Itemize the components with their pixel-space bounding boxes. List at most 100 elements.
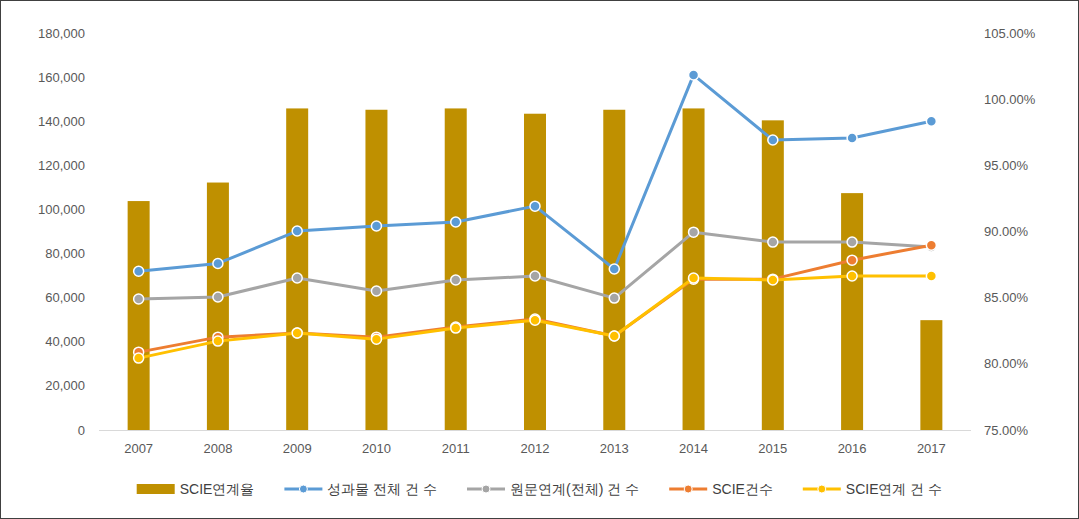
y2-tick-label: 75.00% xyxy=(984,423,1029,438)
marker xyxy=(609,264,619,274)
bar xyxy=(128,201,150,430)
legend-label: 성과물 전체 건 수 xyxy=(327,481,437,497)
marker xyxy=(371,221,381,231)
marker xyxy=(530,201,540,211)
bar xyxy=(841,193,863,430)
legend-label: SCIE연계율 xyxy=(180,481,255,497)
legend-swatch xyxy=(137,484,175,494)
legend-marker xyxy=(684,485,692,493)
legend-label: SCIE건수 xyxy=(712,481,773,497)
y2-tick-label: 85.00% xyxy=(984,290,1029,305)
marker xyxy=(768,237,778,247)
legend-marker xyxy=(299,485,307,493)
marker xyxy=(213,258,223,268)
y-tick-label: 140,000 xyxy=(38,114,85,129)
marker xyxy=(847,271,857,281)
y2-tick-label: 105.00% xyxy=(984,26,1036,41)
marker xyxy=(609,331,619,341)
marker xyxy=(689,70,699,80)
marker xyxy=(530,315,540,325)
marker xyxy=(689,227,699,237)
marker xyxy=(292,273,302,283)
y-tick-label: 160,000 xyxy=(38,70,85,85)
y2-tick-label: 95.00% xyxy=(984,158,1029,173)
y2-tick-label: 80.00% xyxy=(984,356,1029,371)
x-axis-line xyxy=(99,430,971,431)
y-tick-label: 120,000 xyxy=(38,158,85,173)
bar xyxy=(603,110,625,430)
y-tick-label: 80,000 xyxy=(45,246,85,261)
legend-label: SCIE연계 건 수 xyxy=(846,481,942,497)
y2-tick-label: 90.00% xyxy=(984,224,1029,239)
marker xyxy=(530,271,540,281)
x-tick-label: 2017 xyxy=(917,441,946,456)
marker xyxy=(847,133,857,143)
marker xyxy=(768,274,778,284)
bar xyxy=(524,114,546,430)
y-tick-label: 40,000 xyxy=(45,334,85,349)
marker xyxy=(451,275,461,285)
bar xyxy=(683,108,705,430)
legend-swatch xyxy=(803,485,841,493)
bar xyxy=(920,320,942,430)
marker xyxy=(371,286,381,296)
marker xyxy=(292,226,302,236)
marker xyxy=(134,353,144,363)
legend-item: 성과물 전체 건 수 xyxy=(284,481,437,497)
marker xyxy=(926,271,936,281)
marker xyxy=(609,293,619,303)
y-tick-label: 60,000 xyxy=(45,290,85,305)
legend-swatch xyxy=(669,485,707,493)
legend-swatch xyxy=(467,485,505,493)
marker xyxy=(134,294,144,304)
marker xyxy=(847,255,857,265)
y-tick-label: 180,000 xyxy=(38,26,85,41)
chart: 020,00040,00060,00080,000100,000120,0001… xyxy=(0,0,1079,519)
legend-marker xyxy=(482,485,490,493)
marker xyxy=(768,135,778,145)
y-tick-label: 0 xyxy=(78,423,85,438)
x-tick-label: 2015 xyxy=(758,441,787,456)
marker xyxy=(213,336,223,346)
marker xyxy=(768,275,778,285)
x-tick-label: 2016 xyxy=(838,441,867,456)
x-tick-label: 2009 xyxy=(283,441,312,456)
bar xyxy=(445,108,467,430)
x-tick-label: 2010 xyxy=(362,441,391,456)
marker xyxy=(847,237,857,247)
y2-tick-label: 100.00% xyxy=(984,92,1036,107)
line xyxy=(139,276,932,358)
chart-frame xyxy=(1,1,1079,519)
marker xyxy=(292,328,302,338)
legend-item: SCIE연계율 xyxy=(137,481,255,497)
marker xyxy=(451,323,461,333)
x-tick-label: 2011 xyxy=(442,441,470,456)
legend-item: SCIE연계 건 수 xyxy=(803,481,942,497)
x-tick-label: 2007 xyxy=(124,441,153,456)
x-tick-label: 2012 xyxy=(521,441,550,456)
bar xyxy=(207,183,229,430)
marker xyxy=(689,273,699,283)
plot-area xyxy=(128,70,943,430)
marker xyxy=(292,328,302,338)
legend: SCIE연계율 성과물 전체 건 수 원문연계(전체) 건 수 SCIE건수 SCIE연… xyxy=(137,481,943,497)
legend-item: SCIE건수 xyxy=(669,481,773,497)
legend-label: 원문연계(전체) 건 수 xyxy=(510,481,639,497)
bar xyxy=(365,110,387,430)
marker xyxy=(134,266,144,276)
x-tick-label: 2013 xyxy=(600,441,629,456)
line xyxy=(139,232,932,299)
marker xyxy=(213,292,223,302)
marker xyxy=(371,334,381,344)
y-tick-label: 20,000 xyxy=(45,378,85,393)
marker xyxy=(926,240,936,250)
x-tick-label: 2014 xyxy=(679,441,708,456)
marker xyxy=(926,116,936,126)
bar xyxy=(762,120,784,430)
marker xyxy=(451,217,461,227)
x-tick-label: 2008 xyxy=(203,441,232,456)
legend-marker xyxy=(818,485,826,493)
marker xyxy=(609,331,619,341)
bar xyxy=(286,108,308,430)
legend-item: 원문연계(전체) 건 수 xyxy=(467,481,639,497)
